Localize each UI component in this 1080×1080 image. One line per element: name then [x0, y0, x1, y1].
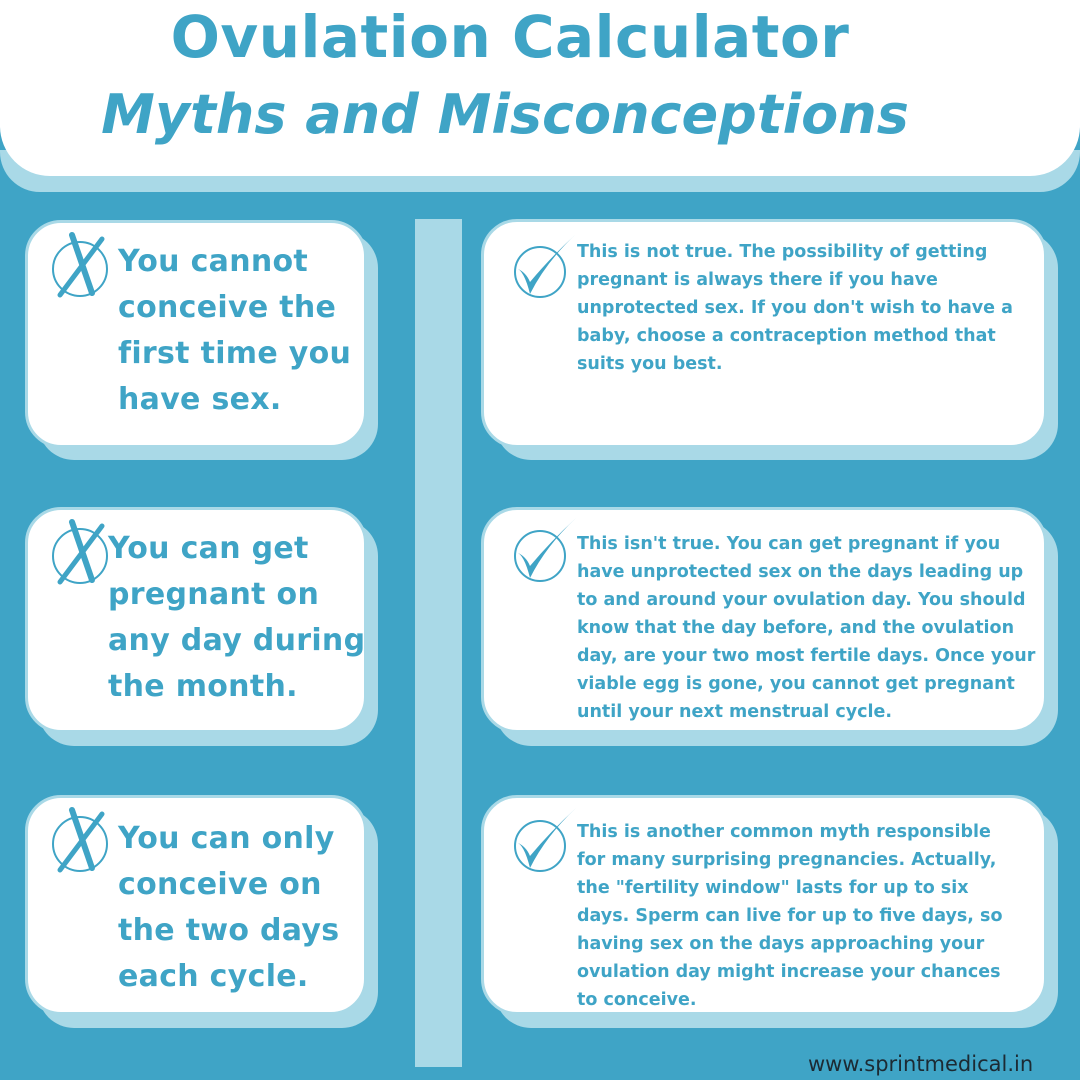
fact-text: This is not true. The possibility of get…	[577, 242, 1013, 374]
myth-card: You can only conceive on the two days ea…	[25, 795, 367, 1015]
header-banner: Ovulation Calculator Myths and Misconcep…	[0, 0, 1080, 176]
fact-card: This isn't true. You can get pregnant if…	[481, 507, 1047, 733]
myth-text: You can get pregnant on any day during t…	[108, 531, 366, 704]
myth-card: You can get pregnant on any day during t…	[25, 507, 367, 733]
myth-card: You cannot conceive the first time you h…	[25, 220, 367, 448]
cross-circle-icon	[52, 807, 108, 873]
page-title: Ovulation Calculator	[170, 3, 850, 71]
page-subtitle: Myths and Misconceptions	[101, 83, 909, 146]
website-link[interactable]: www.sprintmedical.in	[808, 1052, 1034, 1076]
check-circle-icon	[514, 808, 576, 872]
check-circle-icon	[514, 234, 576, 298]
myth-text: You cannot conceive the first time you h…	[118, 244, 352, 417]
fact-text: This isn't true. You can get pregnant if…	[577, 534, 1036, 722]
myth-text: You can only conceive on the two days ea…	[118, 821, 340, 994]
fact-card: This is another common myth responsible …	[481, 795, 1047, 1015]
cross-circle-icon	[52, 232, 108, 298]
check-circle-icon	[514, 518, 576, 582]
fact-card: This is not true. The possibility of get…	[481, 219, 1047, 448]
center-divider	[415, 219, 462, 1067]
cross-circle-icon	[52, 519, 108, 585]
fact-text: This is another common myth responsible …	[577, 822, 1003, 1010]
